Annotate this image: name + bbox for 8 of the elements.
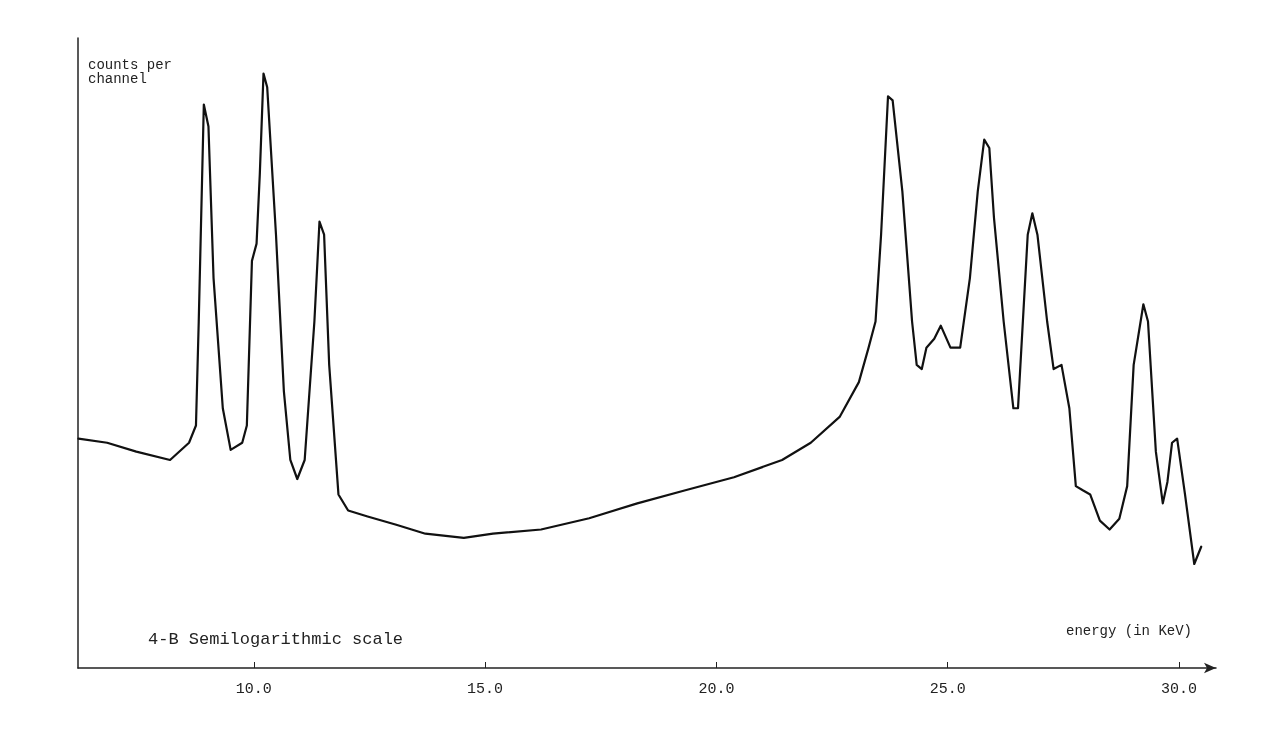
- x-tick-label: 30.0: [1160, 681, 1197, 698]
- annotation: 4-B Semilogarithmic scale: [148, 630, 404, 649]
- x-tick-label: 10.0: [235, 681, 272, 698]
- y-axis-title: counts per channel: [88, 57, 181, 87]
- x-tick-label: 15.0: [467, 681, 504, 698]
- x-axis-title: energy (in KeV): [1066, 623, 1193, 639]
- x-tick-label: 20.0: [698, 681, 735, 698]
- x-tick-label: 25.0: [929, 681, 966, 698]
